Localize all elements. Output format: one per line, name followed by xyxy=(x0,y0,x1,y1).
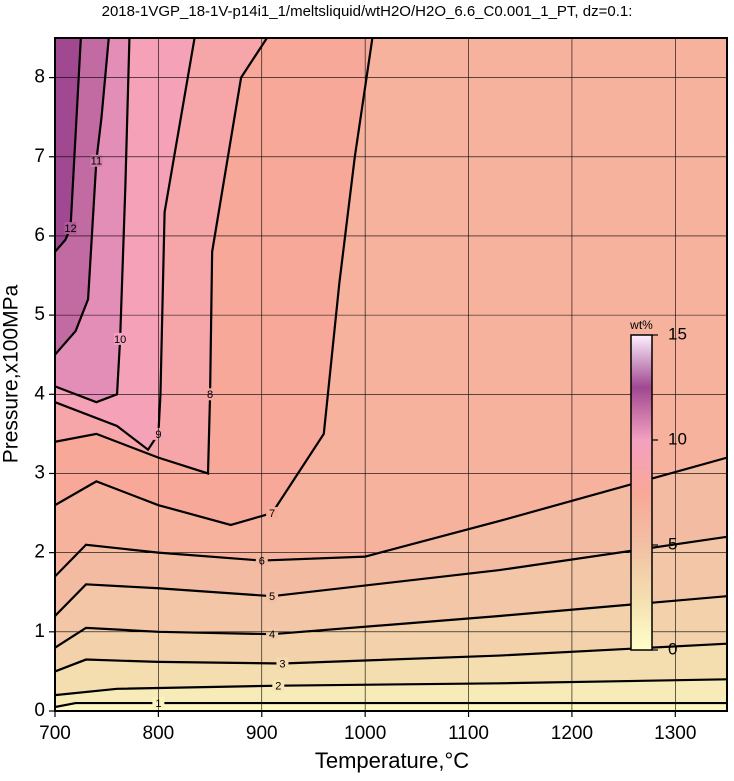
contour-label-bg xyxy=(266,507,279,520)
x-tick-label: 800 xyxy=(143,723,175,744)
contour-label: 10 xyxy=(114,334,126,346)
contour-line xyxy=(55,642,727,673)
contour-line xyxy=(55,38,268,475)
contour-label: 12 xyxy=(64,223,76,235)
colorbar-tick-label: 5 xyxy=(668,534,677,553)
contour-line xyxy=(55,38,110,356)
x-axis-label: Temperature,°C xyxy=(315,748,469,773)
x-tick-label: 700 xyxy=(39,723,71,744)
y-tick-label: 3 xyxy=(34,462,45,483)
x-tick-label: 1100 xyxy=(448,723,489,744)
x-tick-label: 1000 xyxy=(344,723,386,744)
contour-label: 7 xyxy=(269,508,275,520)
y-tick-label: 6 xyxy=(34,225,45,246)
contour-line xyxy=(55,38,131,404)
y-tick-label: 8 xyxy=(34,67,45,88)
y-axis-label: Pressure,x100MPa xyxy=(0,284,23,463)
y-tick-label: 4 xyxy=(34,383,45,404)
colorbar-tick-label: 15 xyxy=(668,324,687,343)
contour-label: 8 xyxy=(207,389,213,401)
y-tick-label: 0 xyxy=(34,700,45,721)
y-tick-label: 2 xyxy=(34,542,45,563)
contour-label-bg xyxy=(266,628,279,641)
contour-fill xyxy=(55,38,81,252)
contour-label-bg xyxy=(114,332,127,345)
contour-label-bg xyxy=(266,590,279,603)
contour-label: 11 xyxy=(91,156,102,168)
contour-label-bg xyxy=(90,154,103,167)
colorbar-tick-label: 0 xyxy=(668,639,677,658)
colorbar-tick-label: 10 xyxy=(668,429,687,448)
contour-label: 2 xyxy=(275,681,281,693)
y-tick-label: 1 xyxy=(34,621,45,642)
colorbar-label: wt% xyxy=(629,318,653,332)
y-tick-label: 7 xyxy=(34,146,45,167)
contour-line xyxy=(55,535,727,617)
contour-label-bg xyxy=(276,657,289,670)
x-tick-label: 1200 xyxy=(551,723,593,744)
y-tick-label: 5 xyxy=(34,304,45,325)
contour-label-bg xyxy=(64,222,77,235)
chart-title: 2018-1VGP_18-1V-p14i1_1/meltsliquid/wtH2… xyxy=(102,3,633,20)
contour-label-bg xyxy=(272,679,285,692)
colorbar xyxy=(630,334,653,651)
contour-line xyxy=(55,595,727,649)
contour-label: 4 xyxy=(269,629,275,641)
x-tick-label: 1300 xyxy=(654,723,696,744)
plot-frame xyxy=(54,37,728,712)
x-tick-label: 900 xyxy=(246,723,278,744)
contour-label: 3 xyxy=(279,658,285,670)
contour-label: 5 xyxy=(269,591,275,603)
contour-fills xyxy=(55,38,727,711)
